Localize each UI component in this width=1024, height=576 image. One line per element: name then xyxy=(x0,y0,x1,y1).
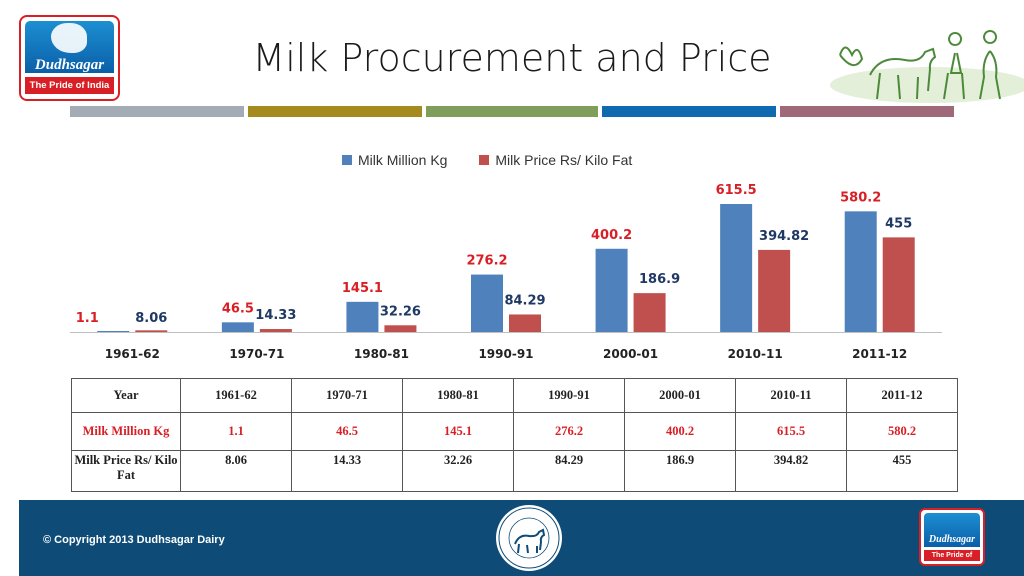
table-cell: 32.26 xyxy=(402,450,514,492)
table-cell: 46.5 xyxy=(291,412,403,451)
data-label: 186.9 xyxy=(639,272,680,287)
table-cell: 2000-01 xyxy=(624,378,736,413)
bar-milk-kg-1961-62 xyxy=(97,331,130,332)
bar-milk-price-1980-81 xyxy=(384,325,417,332)
x-tick-label: 1980-81 xyxy=(354,347,409,361)
bar-milk-kg-1980-81 xyxy=(346,301,379,332)
legend-item-milk-price: Milk Price Rs/ Kilo Fat xyxy=(479,152,632,168)
legend-item-milk-kg: Milk Million Kg xyxy=(342,152,447,168)
table-cell: 145.1 xyxy=(402,412,514,451)
bar-chart: 1.1 8.06 1961-62 46.5 14.33 1970-71 145.1 32.26… xyxy=(70,183,942,361)
table-cell: 2010-11 xyxy=(735,378,847,413)
x-tick-label: 1970-71 xyxy=(229,347,284,361)
data-table: Year 1961-62 1970-71 1980-81 1990-91 200… xyxy=(71,378,958,492)
legend-swatch-blue xyxy=(342,155,352,165)
footer-logo-blue-panel xyxy=(924,513,980,547)
band-gray xyxy=(70,106,244,117)
data-label: 455 xyxy=(885,216,912,231)
bar-milk-price-2010-11 xyxy=(758,249,791,332)
table-cell: 14.33 xyxy=(291,450,403,492)
data-label: 1.1 xyxy=(76,311,99,326)
table-cell: Year xyxy=(71,378,181,413)
legend-label-milk-price: Milk Price Rs/ Kilo Fat xyxy=(495,152,633,168)
table-cell: 1970-71 xyxy=(291,378,403,413)
band-olive xyxy=(248,106,422,117)
bar-milk-price-1970-71 xyxy=(259,329,292,332)
bar-milk-price-2000-01 xyxy=(633,293,666,332)
x-tick-label: 1990-91 xyxy=(478,347,533,361)
data-label: 84.29 xyxy=(504,293,545,308)
footer-logo-tagline: The Pride of India xyxy=(924,550,980,564)
copyright-text: © Copyright 2013 Dudhsagar Dairy xyxy=(43,534,225,546)
band-blue xyxy=(602,106,776,117)
table-cell: 84.29 xyxy=(513,450,625,492)
data-label: 8.06 xyxy=(135,311,167,326)
bar-milk-price-1990-91 xyxy=(509,314,541,332)
table-cell: 1.1 xyxy=(180,412,292,451)
chart-legend: Milk Million Kg Milk Price Rs/ Kilo Fat xyxy=(342,152,660,170)
legend-label-milk-kg: Milk Million Kg xyxy=(358,152,448,168)
data-label: 394.82 xyxy=(759,229,809,244)
table-cell: 580.2 xyxy=(846,412,958,451)
legend-swatch-red xyxy=(479,155,490,165)
table-cell: 400.2 xyxy=(624,412,736,451)
table-cell: 615.5 xyxy=(735,412,847,451)
bar-milk-kg-2010-11 xyxy=(720,204,753,332)
data-label: 32.26 xyxy=(380,304,421,319)
table-cell: 2011-12 xyxy=(846,378,958,413)
table-row-milk-kg: Milk Million Kg 1.1 46.5 145.1 276.2 400… xyxy=(71,412,958,451)
table-cell: Milk Price Rs/ Kilo Fat xyxy=(71,450,181,492)
data-label: 46.5 xyxy=(222,301,254,316)
table-cell: 1990-91 xyxy=(513,378,625,413)
cattle-illustration-icon xyxy=(830,30,1024,103)
bar-milk-price-2011-12 xyxy=(882,237,915,332)
table-row-year: Year 1961-62 1970-71 1980-81 1990-91 200… xyxy=(71,378,958,413)
bar-milk-price-1961-62 xyxy=(135,330,168,332)
logo-name: Dudhsagar xyxy=(34,57,105,73)
bar-milk-kg-1990-91 xyxy=(471,274,503,332)
x-tick-label: 2000-01 xyxy=(603,347,658,361)
data-label: 145.1 xyxy=(342,281,383,296)
bar-milk-kg-2000-01 xyxy=(595,248,628,332)
footer-logo-name: Dudhsagar xyxy=(928,534,976,545)
footer-bar: © Copyright 2013 Dudhsagar Dairy Dudhsag… xyxy=(19,500,1024,576)
x-tick-label: 2011-12 xyxy=(852,347,907,361)
band-mauve xyxy=(780,106,954,117)
band-green xyxy=(426,106,598,117)
milk-splash-icon xyxy=(51,23,87,53)
data-label: 615.5 xyxy=(716,183,757,198)
table-cell: 1980-81 xyxy=(402,378,514,413)
page-title: Milk Procurement and Price xyxy=(252,36,772,80)
bar-milk-kg-2011-12 xyxy=(844,211,877,332)
data-label: 580.2 xyxy=(840,190,881,205)
x-tick-label: 1961-62 xyxy=(105,347,160,361)
data-label: 14.33 xyxy=(255,308,296,323)
table-cell: 455 xyxy=(846,450,958,492)
table-cell: 1961-62 xyxy=(180,378,292,413)
data-label: 276.2 xyxy=(466,254,507,269)
table-row-milk-price: Milk Price Rs/ Kilo Fat 8.06 14.33 32.26… xyxy=(71,450,958,492)
dudhsagar-logo: Dudhsagar The Pride of India xyxy=(19,15,120,101)
data-label: 400.2 xyxy=(591,228,632,243)
footer-logo: Dudhsagar The Pride of India xyxy=(919,508,985,566)
dairy-seal-icon xyxy=(496,505,562,571)
table-cell: 186.9 xyxy=(624,450,736,492)
logo-tagline: The Pride of India xyxy=(25,77,114,94)
table-cell: 394.82 xyxy=(735,450,847,492)
table-cell: Milk Million Kg xyxy=(71,412,181,451)
table-cell: 8.06 xyxy=(180,450,292,492)
table-cell: 276.2 xyxy=(513,412,625,451)
x-tick-label: 2010-11 xyxy=(728,347,783,361)
bar-milk-kg-1970-71 xyxy=(221,322,254,332)
